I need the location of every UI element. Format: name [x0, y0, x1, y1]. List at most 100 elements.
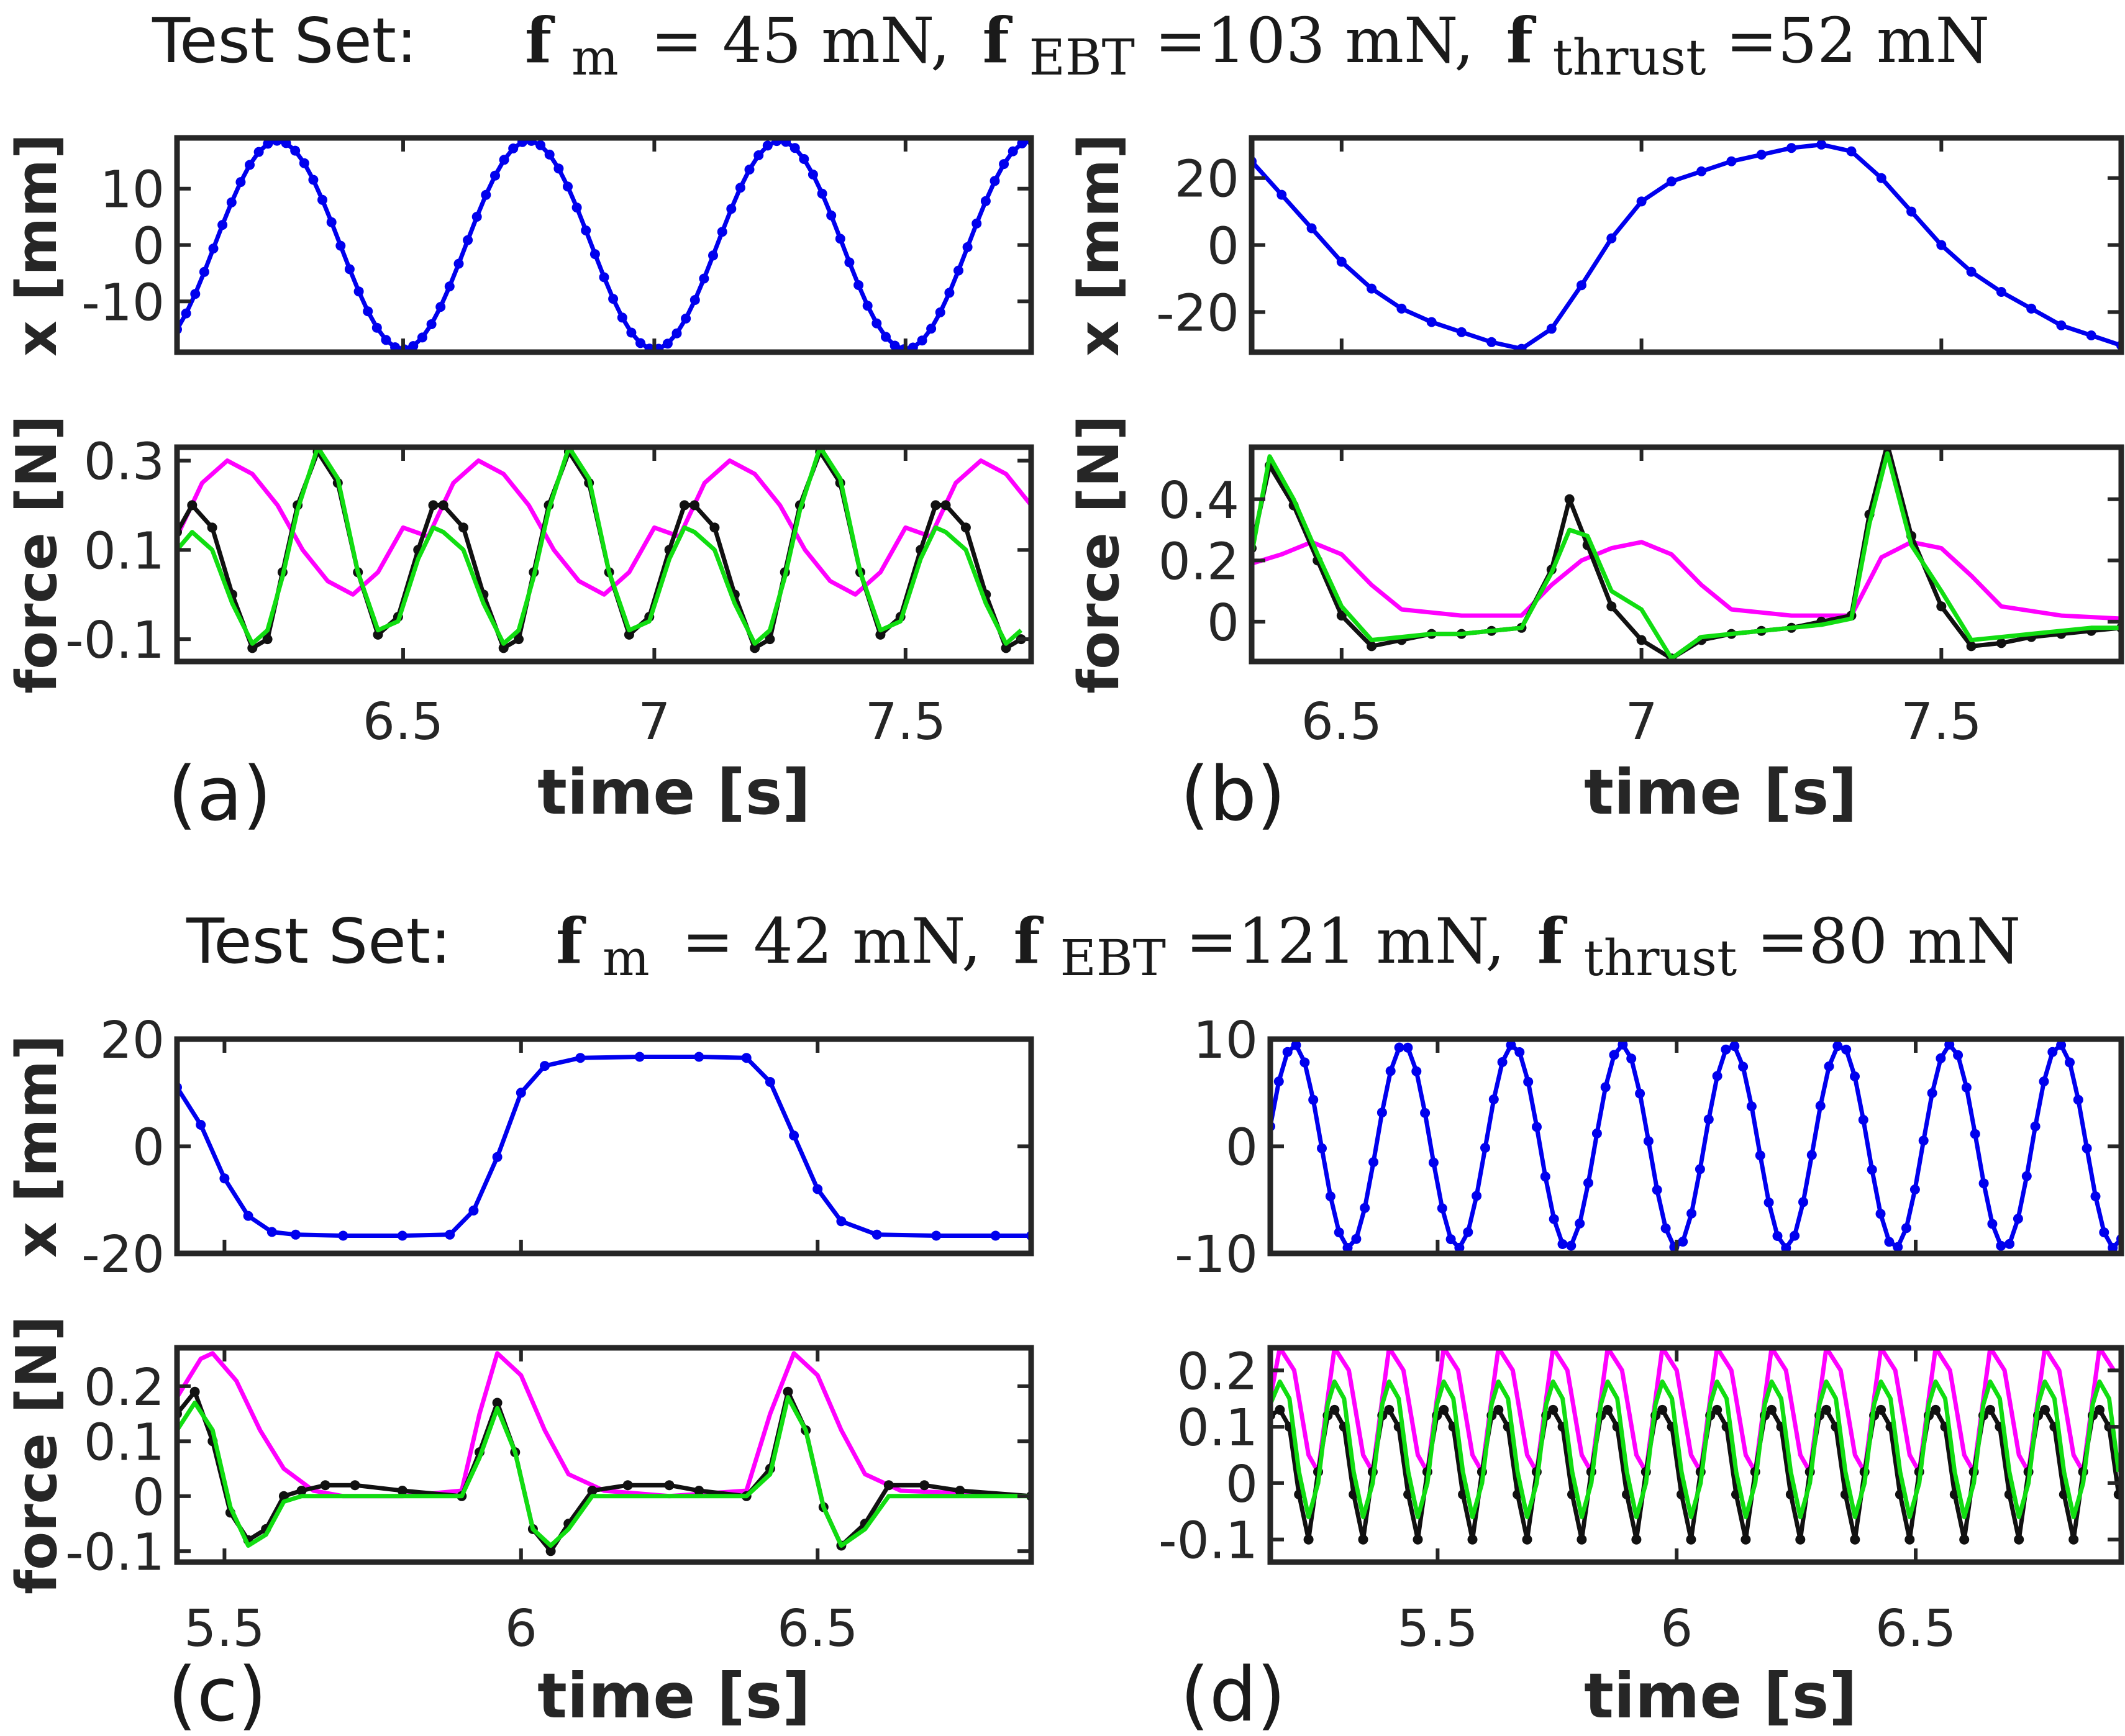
- position-plot-data-point: [694, 1052, 704, 1062]
- position-plot-data-point: [1557, 1239, 1568, 1249]
- position-plot-data-point: [1606, 233, 1617, 243]
- force-plot-data-point: [689, 500, 700, 511]
- position-plot-data-point: [1575, 1218, 1585, 1229]
- force-plot-data-point: [2068, 1534, 2079, 1545]
- fthrust-symbol: f: [1506, 4, 1537, 77]
- x-axis-label: x [mm]: [4, 1035, 70, 1258]
- position-plot-data-point: [481, 189, 491, 200]
- position-plot-data-point: [1875, 1209, 1886, 1219]
- position-plot-data-point: [862, 301, 873, 311]
- force-plot-data-point: [373, 629, 383, 640]
- position-plot-data-point: [1712, 1071, 1722, 1081]
- position-plot-data-point: [1394, 1042, 1404, 1053]
- position-plot-data-point: [881, 332, 891, 342]
- time-axis-label: time [s]: [1584, 756, 1857, 829]
- force-plot-series-layer: [1252, 447, 2121, 661]
- fthrust-subscript: thrust: [1553, 29, 1706, 86]
- febt-value: =121 mN,: [1186, 905, 1505, 978]
- position-plot-data-point: [1884, 1237, 1895, 1247]
- position-plot-data-point: [2065, 1057, 2075, 1068]
- position-plot-data-point: [435, 302, 446, 312]
- position-plot-data-point: [335, 240, 346, 251]
- chart-panel-d: 100-100.20.10-0.15.5 6 6.5x [mm]force [N]t…: [4, 1011, 2124, 1736]
- position-plot-data-point: [1463, 1227, 1473, 1237]
- time-axis-label: time [s]: [537, 1660, 811, 1732]
- position-plot-data-point: [1996, 1240, 2006, 1251]
- position-plot-data-point: [744, 165, 755, 175]
- position-plot-data-point: [1609, 1050, 1619, 1060]
- position-plot-data-point: [836, 1216, 847, 1227]
- force-plot-data-point: [587, 1486, 598, 1496]
- position-plot-data-point: [1017, 138, 1027, 148]
- force-plot-data-point: [1959, 1534, 1970, 1545]
- febt-symbol: f: [983, 4, 1013, 77]
- force-plot-data-point: [1413, 1534, 1423, 1545]
- force-plot-data-point: [320, 1480, 330, 1491]
- position-plot-data-point: [2047, 1047, 2058, 1057]
- fthrust-value: =52 mN: [1726, 4, 1990, 77]
- position-plot-data-point: [1626, 1053, 1637, 1064]
- fm-value: = 45 mN,: [650, 4, 950, 77]
- position-plot-data-point: [544, 149, 555, 160]
- position-plot-data-point: [799, 154, 809, 164]
- position-plot-data-point: [208, 243, 219, 254]
- position-plot-data-point: [1746, 1101, 1757, 1112]
- position-plot-data-point: [2108, 1243, 2118, 1253]
- position-plot-ytick-label: 20: [100, 1011, 165, 1070]
- force-plot-data-point: [247, 643, 258, 653]
- position-plot-data-point: [235, 177, 246, 188]
- position-plot-data-point: [1660, 1223, 1671, 1234]
- force-plot-data-point: [883, 1480, 894, 1491]
- force-plot-data-point: [1275, 1404, 1285, 1415]
- x-axis-label: x [mm]: [1067, 134, 1132, 357]
- position-plot-data-point: [971, 218, 982, 229]
- force-plot-data-point: [262, 634, 273, 645]
- force-plot-data-point: [1384, 1404, 1395, 1415]
- position-plot-data-point: [662, 339, 673, 349]
- force-plot-ytick-label: 0.3: [84, 433, 165, 492]
- position-plot-series-layer: [177, 138, 1031, 352]
- position-plot-data-point: [1738, 1061, 1749, 1072]
- force-plot-data-point: [1966, 641, 1977, 652]
- force-plot-data-point: [1686, 1534, 1696, 1545]
- position-plot-data-point: [1342, 1243, 1353, 1253]
- position-plot-data-point: [263, 139, 273, 149]
- position-plot-data-point: [1486, 337, 1497, 347]
- force-plot-axes-frame: [174, 1345, 1034, 1565]
- position-plot-data-point: [2039, 1076, 2049, 1087]
- position-plot-data-point: [1944, 1039, 1955, 1050]
- position-plot-data-point: [1635, 1088, 1645, 1099]
- position-plot-ytick-label: 10: [1193, 1011, 1258, 1070]
- position-plot-data-point: [1961, 1082, 1972, 1093]
- position-plot-ytick-label: -20: [81, 1225, 165, 1284]
- position-plot-data-point: [812, 1184, 823, 1194]
- position-plot-ytick-label: 10: [100, 161, 165, 220]
- force-plot-data-point: [350, 1480, 360, 1491]
- position-plot-data-point: [1497, 1057, 1508, 1067]
- position-plot-data-point: [1506, 1040, 1516, 1050]
- force-plot-data-point: [750, 643, 760, 653]
- position-plot-data-point: [1696, 166, 1707, 176]
- force-plot-ytick-label: 0: [1226, 1455, 1258, 1514]
- position-plot-data-point: [463, 235, 473, 245]
- position-plot-data-point: [741, 1053, 752, 1063]
- position-plot-data-point: [853, 280, 864, 290]
- position-plot-data-point: [326, 217, 337, 227]
- position-plot-data-point: [1781, 1243, 1791, 1253]
- position-plot-data-point: [245, 160, 255, 170]
- position-plot-data-point: [417, 332, 427, 343]
- header-bottom-lead: Test Set:: [186, 905, 452, 978]
- force-plot-series-line-model_magenta: [177, 458, 1031, 597]
- force-plot-data-point: [1522, 1534, 1532, 1545]
- force-plot-data-point: [1631, 1534, 1642, 1545]
- position-plot-data-point: [717, 227, 727, 237]
- force-plot-data-point: [1712, 1404, 1722, 1415]
- position-plot-series-layer: [177, 1052, 1031, 1241]
- force-plot-series-line-model_green: [1270, 1379, 2121, 1519]
- header-top-lead: Test Set:: [152, 4, 417, 77]
- position-plot-data-point: [219, 1173, 230, 1184]
- position-plot-data-point: [426, 319, 437, 329]
- position-plot-data-point: [1755, 1150, 1765, 1161]
- plot-area: 100-100.30.1-0.16.5 7 7.5x [mm]force [N]ti…: [4, 134, 2124, 1736]
- position-plot-data-point: [492, 1152, 503, 1162]
